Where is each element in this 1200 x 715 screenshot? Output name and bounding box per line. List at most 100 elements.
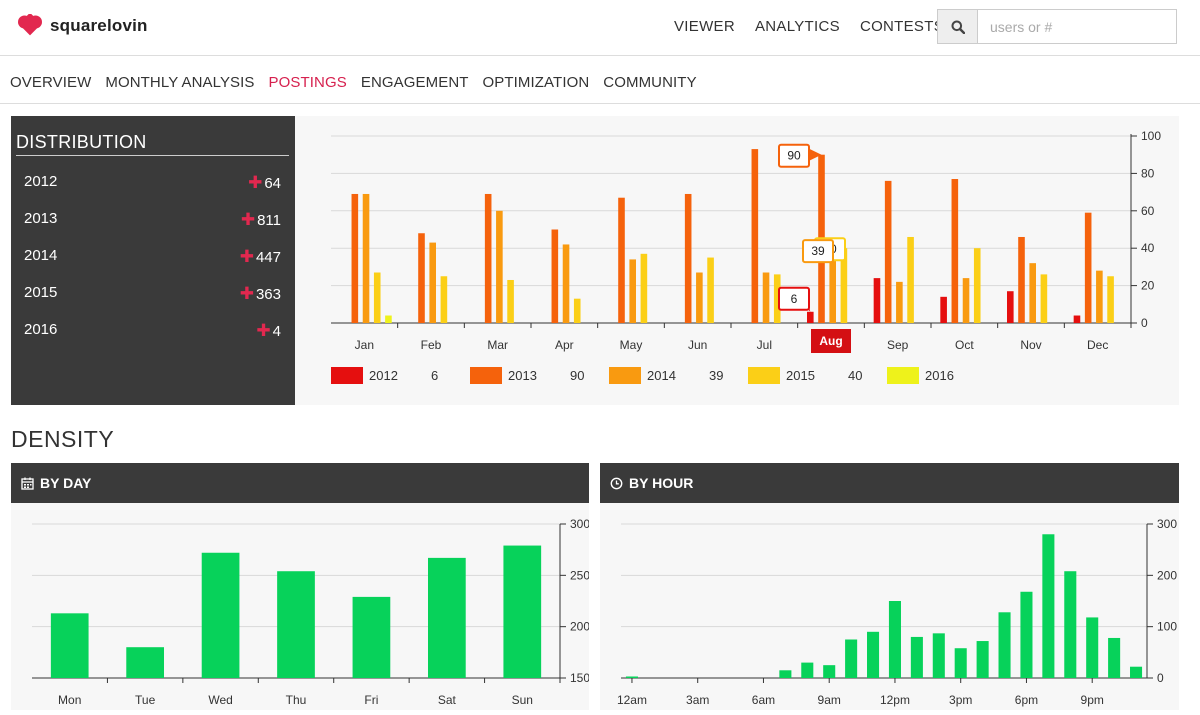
bar-2013-Jan — [351, 193, 359, 323]
plus-icon: ✚ — [239, 284, 254, 303]
by-hour-chart: 0 100 200 300 12am 3am 6am 9am 12pm 3pm 6pm 9pm — [617, 517, 1177, 707]
bar — [625, 676, 638, 678]
nav-analytics[interactable]: ANALYTICS — [754, 18, 840, 35]
by-hour-chart-panel: 0 100 200 300 12am 3am 6am 9am 12pm 3pm 6pm 9pm — [600, 503, 1179, 710]
x-tick-label: Fri — [364, 693, 378, 707]
nav-viewer[interactable]: VIEWER — [674, 18, 735, 35]
y-tick-label: 200 — [1157, 568, 1177, 582]
plus-icon: ✚ — [239, 247, 254, 266]
bar — [1020, 591, 1033, 678]
legend-swatch-2016 — [887, 367, 919, 384]
tab-engagement[interactable]: ENGAGEMENT — [360, 74, 469, 91]
heart-logo-icon — [18, 14, 42, 36]
x-tick-label: 3am — [686, 693, 709, 707]
by-day-chart: 150 200 250 300 Mon Tue Wed Thu Fri Sat Sun — [32, 517, 590, 707]
legend-swatch-2015 — [748, 367, 780, 384]
bar — [976, 641, 989, 678]
tab-postings[interactable]: POSTINGS — [268, 74, 347, 91]
x-tick-label: Wed — [208, 693, 232, 707]
bar-2012-Dec — [1073, 315, 1081, 323]
bar-2014-Dec — [1096, 270, 1103, 323]
tab-community[interactable]: COMMUNITY — [603, 74, 697, 91]
tab-optimization[interactable]: OPTIMIZATION — [482, 74, 590, 91]
main-nav: VIEWER ANALYTICS CONTESTS — [674, 18, 944, 35]
distribution-value: 363 — [255, 285, 281, 303]
distribution-year: 2012 — [24, 173, 58, 190]
bar-2015-Jan — [373, 272, 381, 323]
bar-2014-Apr — [562, 244, 570, 323]
y-tick-label: 200 — [570, 620, 589, 634]
bar-2016-Jan — [385, 315, 392, 323]
bar — [50, 613, 89, 678]
bar-2012-Aug — [807, 311, 814, 323]
bar-2012-Nov — [1007, 291, 1014, 323]
y-tick-label: 100 — [1157, 620, 1177, 634]
plus-icon: ✚ — [248, 173, 263, 192]
bar-2014-May — [629, 259, 636, 323]
x-tick-label: 6pm — [1015, 693, 1038, 707]
legend-swatch-2014 — [609, 367, 641, 384]
bar-2014-Sep — [896, 281, 903, 323]
bar — [201, 552, 240, 678]
search-button[interactable] — [938, 10, 978, 43]
legend-label: 2012 — [369, 368, 398, 383]
bar-2013-Jul — [751, 149, 759, 323]
bar — [277, 571, 315, 678]
x-tick-label: Mon — [58, 693, 81, 707]
legend-value: 6 — [431, 368, 438, 383]
bar-2015-Jul — [773, 274, 781, 323]
bar-2015-Aug — [840, 248, 848, 323]
bar — [823, 665, 836, 678]
nav-contests[interactable]: CONTESTS — [859, 18, 945, 35]
bar — [1064, 571, 1077, 678]
bar — [845, 639, 858, 678]
monthly-postings-chart: 0 20 40 60 80 100 Jan Feb Mar Apr May Jun Jul Aug Sep O… — [331, 129, 1161, 384]
bar-2014-Nov — [1029, 263, 1036, 323]
x-tick-label: Jan — [355, 338, 374, 352]
bar-2013-May — [618, 197, 625, 323]
x-tick-label: Sun — [512, 693, 533, 707]
x-tick-label: 9pm — [1081, 693, 1104, 707]
x-tick-label: Jun — [688, 338, 707, 352]
bar — [867, 631, 880, 678]
bar-2013-Feb — [418, 233, 425, 323]
distribution-year: 2014 — [24, 247, 58, 264]
bar-2012-Oct — [940, 296, 947, 323]
distribution-value: 64 — [264, 174, 281, 192]
bar-2013-Sep — [884, 180, 892, 323]
bar-2014-Feb — [429, 242, 436, 323]
distribution-row: 2012 ✚ 64 — [24, 173, 281, 193]
y-tick-label: 20 — [1141, 279, 1155, 293]
logo[interactable]: squarelovin — [16, 14, 148, 38]
distribution-value: 811 — [257, 211, 281, 229]
by-day-header: BY DAY — [11, 463, 589, 503]
legend-label: 2013 — [508, 368, 537, 383]
bar — [910, 636, 923, 678]
x-tick-label: 12am — [617, 693, 647, 707]
x-tick-label: 12pm — [880, 693, 910, 707]
search-icon — [951, 20, 965, 34]
bar-2014-Mar — [496, 210, 503, 323]
legend-swatch-2013 — [470, 367, 502, 384]
plus-icon: ✚ — [240, 210, 256, 229]
legend-label: 2016 — [925, 368, 954, 383]
distribution-year: 2016 — [24, 321, 58, 338]
y-tick-label: 0 — [1141, 316, 1148, 330]
y-tick-label: 250 — [570, 568, 589, 582]
search-input[interactable] — [978, 10, 1176, 43]
bar — [801, 662, 814, 678]
x-tick-label: Sat — [438, 693, 457, 707]
bar-2012-Sep — [873, 278, 881, 323]
bar-2015-Mar — [507, 279, 514, 323]
bar-2014-Jul — [762, 272, 770, 323]
bar-2014-Jan — [362, 193, 370, 323]
distribution-value: 4 — [272, 322, 281, 340]
app-name: squarelovin — [50, 16, 148, 35]
x-tick-label: Nov — [1020, 338, 1041, 352]
y-tick-label: 300 — [1157, 517, 1177, 531]
tab-overview[interactable]: OVERVIEW — [10, 74, 92, 91]
x-tick-label: Dec — [1087, 338, 1108, 352]
by-hour-title: BY HOUR — [629, 475, 694, 491]
y-tick-label: 150 — [570, 671, 589, 685]
tab-monthly-analysis[interactable]: MONTHLY ANALYSIS — [105, 74, 255, 91]
